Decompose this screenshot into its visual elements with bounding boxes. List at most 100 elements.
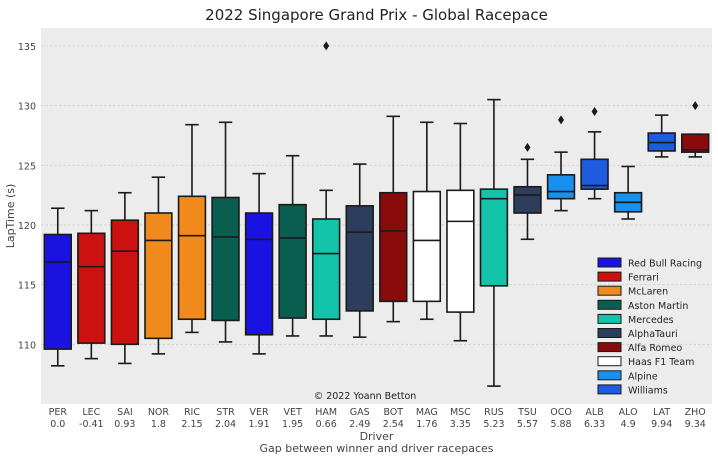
x-tick-gap: 2.54 [383,419,404,430]
legend-label: AlphaTauri [628,329,678,340]
x-tick-gap: 2.15 [181,419,202,430]
legend-item: Red Bull Racing [597,257,702,270]
legend-swatch [597,356,622,367]
x-tick-gap: -0.41 [79,419,104,430]
legend-swatch [597,257,622,268]
legend-item: Aston Martin [597,299,688,312]
iqr-box [345,205,374,312]
x-tick-driver: NOR [148,407,170,418]
x-tick-driver: GAS [350,407,370,418]
box-gas [345,163,374,338]
legend-swatch [597,271,622,282]
legend-swatch [597,313,622,324]
x-axis-label: Driver [360,430,394,443]
legend-item: Alpine [597,370,658,382]
x-tick-driver: RIC [184,407,200,418]
legend-item: Ferrari [597,271,659,284]
iqr-box [244,212,274,336]
iqr-box [379,191,408,303]
x-tick-driver: MSC [450,407,471,418]
legend-item: AlphaTauri [597,328,678,340]
box-msc [446,122,475,342]
iqr-box [211,196,240,322]
box-ham [311,41,341,337]
legend-swatch [597,299,622,310]
x-tick-gap: 2.49 [349,419,370,430]
x-tick-driver: VET [283,407,302,418]
legend-label: Williams [628,385,668,396]
iqr-box [412,190,442,303]
iqr-box [77,232,106,344]
box-alo [613,165,643,220]
x-tick-driver: ALB [585,407,603,418]
iqr-box [43,233,72,350]
y-axis-label: LapTime (s) [4,184,17,249]
y-tick-label: 130 [18,102,36,113]
legend-label: Alfa Romeo [628,343,682,354]
box-tsu [513,142,542,241]
iqr-box [546,174,576,200]
outlier-point [323,41,330,51]
iqr-box [144,212,173,340]
outlier-point [524,142,531,152]
x-tick-gap: 1.91 [248,419,269,430]
iqr-box [479,188,509,287]
box-alb [580,107,609,200]
iqr-box [311,218,341,321]
box-sai [110,191,140,365]
x-tick-gap: 3.35 [450,419,471,430]
x-tick-driver: ALO [619,407,638,418]
box-rus [479,98,509,387]
x-tick-gap: 4.9 [621,419,636,430]
iqr-box [278,203,307,319]
legend-item: Mercedes [597,313,674,326]
legend-item: McLaren [597,285,668,298]
x-tick-driver: HAM [315,407,337,418]
x-tick-driver: RUS [484,407,504,418]
x-tick-gap: 0.93 [114,419,135,430]
legend-item: Williams [597,384,668,396]
iqr-box [446,189,475,313]
legend: Red Bull Racing Ferrari McLaren Aston Marti… [597,257,702,396]
x-tick-driver: OCO [550,407,572,418]
x-tick-gap: 2.04 [215,419,236,430]
x-tick-driver: LAT [653,407,670,418]
y-tick-label: 115 [18,281,36,292]
y-tick-label: 120 [18,221,36,232]
box-bot [379,115,408,323]
legend-label: Ferrari [628,273,659,284]
legend-label: Alpine [628,371,658,382]
box-nor [144,176,173,355]
x-tick-driver: BOT [383,407,403,418]
legend-item: Alfa Romeo [597,342,682,354]
x-tick-driver: ZHO [685,407,706,418]
x-tick-gap: 5.57 [517,419,538,430]
box-per [43,207,72,367]
x-tick-gap: 1.76 [416,419,437,430]
legend-item: Haas F1 Team [597,356,694,368]
legend-label: Aston Martin [628,301,688,312]
outlier-point [591,107,598,117]
legend-swatch [597,342,622,353]
legend-swatch [597,328,622,338]
y-tick-label: 135 [18,42,36,53]
legend-swatch [597,370,622,381]
x-tick-driver: SAI [117,407,133,418]
box-oco [546,115,576,212]
y-axis-ticks: 110 115 120 125 130 135 [18,42,36,351]
y-tick-label: 110 [18,340,36,351]
outlier-point [558,115,565,125]
legend-label: McLaren [628,287,668,298]
x-tick-gap: 9.34 [685,419,706,430]
x-tick-gap: 0.66 [316,419,337,430]
box-series [43,41,710,387]
x-axis-sublabel: Gap between winner and driver racepaces [260,442,494,455]
x-tick-driver: TSU [517,407,537,418]
x-tick-driver: VER [250,407,270,418]
x-tick-gap: 9.94 [651,419,672,430]
legend-label: Haas F1 Team [628,357,694,368]
iqr-box [681,133,710,153]
box-lec [77,209,106,360]
